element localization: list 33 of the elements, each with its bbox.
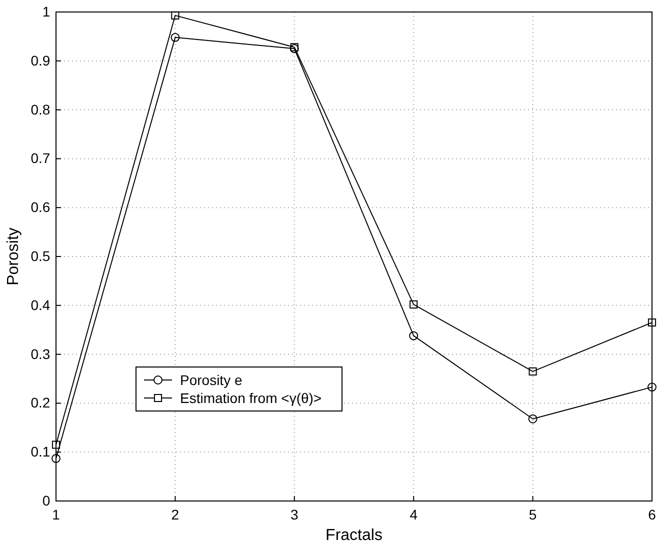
x-tick-label: 6 [648,506,656,522]
y-tick-label: 1 [42,3,50,20]
y-tick-label: 0.5 [30,248,50,264]
y-tick-label: 0.8 [30,101,50,118]
x-tick-label: 3 [290,506,298,522]
y-tick-label: 0.6 [30,199,50,216]
legend-label: Porosity e [180,372,242,388]
point [648,318,656,327]
x-tick-label: 4 [410,506,418,522]
point [52,440,60,449]
y-tick-label: 0 [42,492,50,508]
point [52,454,60,463]
point [409,331,418,340]
point [290,43,298,52]
point [290,44,299,54]
y-tick-label: 0.9 [30,52,50,68]
point [528,414,538,424]
y-tick-label: 0.3 [30,346,50,362]
x-tick-label: 5 [528,506,537,522]
x-tick-label: 2 [171,506,180,522]
x-axis-title: Fractals [326,527,382,544]
y-tick-label: 0.7 [30,150,50,166]
y-tick-label: 0.1 [30,444,50,460]
point [171,11,180,20]
point [648,382,656,392]
y-tick-label: 0.4 [30,296,50,313]
point [410,300,418,308]
legend-label: Estimation from <γ(θ)> [180,390,322,406]
y-tick-label: 0.2 [30,394,50,411]
y-axis-title: Porosity [5,228,22,286]
x-tick-label: 1 [52,506,60,522]
point [528,367,537,376]
point [170,32,180,42]
